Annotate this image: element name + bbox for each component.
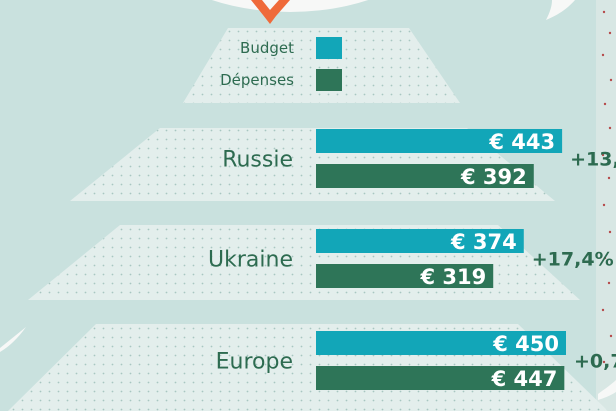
legend-label-1: Dépenses — [220, 71, 294, 89]
category-label-1: Ukraine — [208, 248, 293, 273]
bar-1-2 — [316, 366, 565, 390]
white-ribbon-left — [0, 327, 26, 352]
change-annotation-1: +17,4% — [532, 249, 614, 271]
white-ribbon-bottom-right — [598, 380, 616, 400]
legend: Budget Dépenses — [220, 37, 342, 91]
bar-0-0 — [316, 129, 563, 153]
category-label-0: Russie — [222, 148, 293, 173]
bar-1-1 — [316, 264, 494, 288]
legend-swatch-0 — [316, 37, 342, 59]
right-edge-strip — [596, 0, 616, 411]
bar-1-0 — [316, 164, 534, 188]
legend-label-0: Budget — [240, 39, 294, 57]
change-annotation-2: +0,7% — [574, 351, 616, 373]
bar-label-0-1: € 374 — [450, 230, 517, 254]
bar-0-1 — [316, 229, 524, 253]
change-annotation-0: +13,1% — [570, 149, 616, 171]
bar-label-1-0: € 392 — [460, 165, 527, 189]
bars: Russie € 443 € 392 +13,1% Ukraine € 374 € 319 +… — [208, 129, 616, 391]
bar-label-1-1: € 319 — [419, 265, 486, 289]
bar-label-1-2: € 447 — [491, 367, 558, 391]
bar-0-2 — [316, 331, 566, 355]
bar-label-0-2: € 450 — [492, 332, 559, 356]
star-icon — [251, 0, 290, 24]
top-white-blob — [211, 0, 369, 12]
legend-tier — [183, 28, 460, 103]
white-ribbon-top-right — [546, 0, 575, 20]
category-label-2: Europe — [216, 350, 293, 375]
bar-label-0-0: € 443 — [488, 130, 555, 154]
legend-swatch-1 — [316, 69, 342, 91]
